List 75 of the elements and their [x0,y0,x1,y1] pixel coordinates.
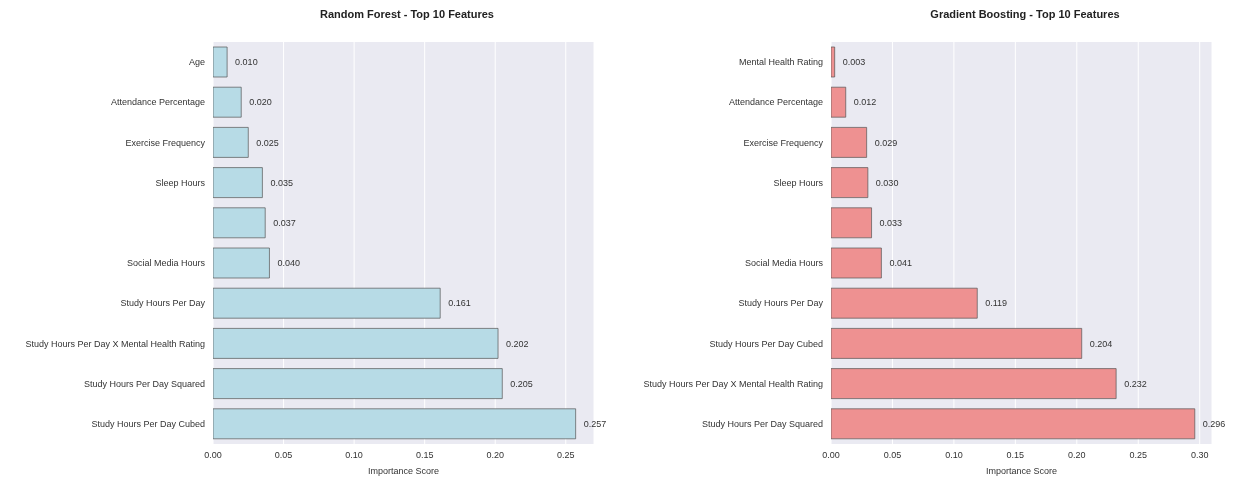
bar [213,247,270,279]
bar [831,167,869,199]
y-tick-label: Mental Health Rating [738,57,823,68]
x-tick-label: 0.25 [1129,450,1148,461]
y-tick-label: Attendance Percentage [728,97,823,108]
data-label: 0.205 [510,378,533,389]
y-tick-label: Study Hours Per Day X Mental Health Rating [643,378,823,389]
x-tick-label: 0.05 [883,450,902,461]
y-tick-label: Study Hours Per Day [738,298,824,309]
x-tick-label: 0.15 [415,450,434,461]
data-label: 0.025 [256,137,279,148]
data-label: 0.202 [506,338,529,349]
y-tick-label: Exercise Frequency [743,137,824,148]
x-tick-label: 0.20 [1068,450,1086,461]
data-label: 0.037 [273,218,296,228]
x-tick-label: 0.00 [822,450,840,461]
bar [213,368,503,400]
x-tick-label: 0.20 [486,450,504,461]
bar [831,247,882,279]
chart-title: Random Forest - Top 10 Features [319,8,495,22]
bar [831,408,1196,440]
y-tick-label: Social Media Hours [126,258,206,269]
data-label: 0.257 [583,418,607,429]
bar [213,126,249,158]
x-tick-label: 0.00 [204,450,222,461]
data-label: 0.012 [853,97,877,108]
x-tick-label: 0.30 [1190,450,1209,461]
bar [831,126,868,158]
y-tick-label: Study Hours Per Day Cubed [709,338,823,349]
bar [831,207,873,239]
bar [831,46,836,78]
y-tick-label: Sleep Hours [155,177,206,188]
x-tick-label: 0.05 [274,450,293,461]
y-tick-label: Attendance Percentage [110,97,205,108]
y-tick-label: Study Hours Per Day Cubed [91,418,205,429]
x-axis-title: Importance Score [367,466,440,476]
x-tick-label: 0.25 [557,450,575,461]
bar [831,327,1083,359]
data-label: 0.119 [985,298,1008,309]
data-label: 0.161 [448,298,471,309]
data-label: 0.033 [879,218,903,228]
bar [213,167,263,199]
bar [213,287,441,319]
data-label: 0.030 [875,177,899,188]
bar [213,207,266,239]
data-label: 0.041 [889,258,912,269]
x-tick-label: 0.10 [945,450,963,461]
y-tick-label: Social Media Hours [744,258,824,269]
data-label: 0.010 [235,57,258,68]
data-label: 0.003 [842,57,866,68]
bar [831,86,847,118]
y-tick-label: Study Hours Per Day Squared [701,418,823,429]
y-tick-label: Sleep Hours [773,177,824,188]
data-label: 0.232 [1124,378,1147,389]
bar [831,287,978,319]
y-tick-label: Study Hours Per Day X Mental Health Rating [25,338,205,349]
y-tick-label: Exercise Frequency [125,137,206,148]
bar [213,327,499,359]
bar [213,86,242,118]
x-axis-title: Importance Score [985,466,1058,476]
data-label: 0.035 [270,177,293,188]
y-tick-label: Study Hours Per Day [120,298,206,309]
data-label: 0.029 [874,137,898,148]
y-tick-label: Age [188,57,205,68]
data-label: 0.040 [277,258,300,269]
data-label: 0.204 [1089,338,1113,349]
y-tick-label: Study Hours Per Day Squared [83,378,205,389]
chart-title: Gradient Boosting - Top 10 Features [929,8,1121,22]
bar [213,408,577,440]
bar [213,46,228,78]
bar [831,368,1117,400]
x-tick-label: 0.15 [1006,450,1025,461]
data-label: 0.296 [1202,418,1226,429]
data-label: 0.020 [249,97,272,108]
x-tick-label: 0.10 [345,450,363,461]
